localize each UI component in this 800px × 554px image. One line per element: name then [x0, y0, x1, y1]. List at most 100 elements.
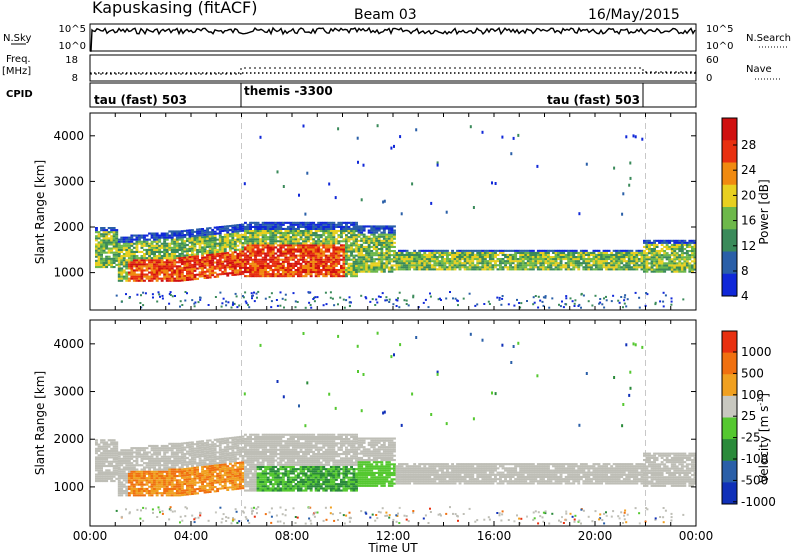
power-cell: [165, 242, 169, 245]
velocity-cell: [165, 468, 169, 471]
power-cell: [259, 234, 263, 237]
power-cell: [188, 268, 192, 271]
power-cell: [211, 272, 215, 275]
power-cell: [236, 230, 240, 233]
power-cell: [473, 249, 477, 252]
power-cell: [433, 251, 437, 254]
velocity-cell: [112, 456, 116, 459]
power-cell: [640, 264, 644, 267]
power-cell: [352, 240, 356, 243]
velocity-cell: [127, 453, 131, 456]
velocity-cell: [168, 472, 172, 475]
power-cell: [196, 251, 199, 254]
power-cell: [264, 227, 268, 230]
power-cell: [130, 269, 134, 272]
power-cell: [501, 268, 505, 271]
power-cell: [221, 238, 225, 241]
power-cell: [516, 258, 520, 261]
power-cell: [196, 238, 199, 241]
power-cell: [559, 260, 563, 263]
power-cell: [360, 268, 364, 271]
power-cell: [236, 259, 240, 262]
power-cell: [239, 236, 242, 239]
power-cell: [673, 270, 677, 273]
power-cell: [557, 264, 560, 267]
power-cell: [193, 276, 197, 279]
power-cell: [170, 234, 174, 237]
power-cell: [345, 246, 348, 249]
power-cell: [362, 250, 366, 253]
power-cell: [372, 233, 376, 236]
power-cell: [521, 264, 525, 267]
velocity-cell: [127, 494, 131, 497]
power-cell: [233, 271, 237, 274]
velocity-cell: [153, 460, 156, 463]
power-cell: [377, 260, 381, 263]
power-cell: [115, 245, 119, 248]
power-cell: [226, 256, 230, 259]
power-cell: [150, 248, 154, 251]
power-cell: [314, 232, 318, 235]
power-cell: [244, 256, 247, 259]
power-cell: [499, 266, 502, 269]
power-cell: [622, 249, 626, 252]
power-cell: [222, 297, 225, 300]
power-cell: [211, 261, 215, 264]
power-cell: [281, 273, 285, 276]
velocity-cell: [100, 467, 103, 470]
power-cell: [161, 294, 164, 297]
power-cell: [271, 269, 275, 272]
velocity-cell: [150, 477, 154, 480]
power-cell: [247, 303, 249, 306]
power-cell: [332, 260, 336, 263]
power-cell: [519, 253, 523, 256]
power-cell: [350, 254, 353, 257]
velocity-cell: [196, 445, 199, 448]
power-cell: [622, 258, 626, 261]
power-cell: [347, 240, 351, 243]
power-cell: [650, 252, 654, 255]
power-cell: [488, 251, 492, 254]
power-cell: [524, 253, 528, 256]
velocity-cell: [120, 494, 124, 497]
power-cell: [382, 245, 386, 248]
power-cell: [218, 246, 222, 249]
power-cell: [357, 248, 361, 251]
power-cell: [390, 225, 394, 228]
power-cell: [620, 262, 624, 265]
power-cell: [140, 294, 142, 297]
power-cell: [425, 258, 429, 261]
power-cell: [670, 258, 674, 261]
power-cell: [334, 230, 338, 233]
power-cell: [236, 224, 240, 227]
power-cell: [165, 263, 169, 266]
power-cell: [286, 256, 290, 259]
velocity-cell: [178, 483, 182, 486]
velocity-cell: [163, 460, 167, 463]
power-cell: [462, 297, 465, 300]
power-cell: [357, 258, 361, 261]
power-cell: [398, 306, 401, 309]
power-cell: [327, 236, 331, 239]
power-cell: [160, 271, 164, 274]
power-cell: [612, 266, 616, 269]
power-cell: [203, 246, 207, 249]
velocity-cell: [173, 483, 177, 486]
power-cell: [488, 264, 492, 267]
power-cell: [310, 306, 313, 309]
power-cell: [203, 270, 207, 273]
power-cell: [302, 256, 305, 259]
power-cell: [251, 252, 255, 255]
power-cell: [567, 251, 571, 254]
power-cell: [292, 256, 295, 259]
power-cell: [691, 268, 694, 271]
power-cell: [668, 260, 672, 263]
velocity-cell: [191, 480, 194, 483]
power-cell: [483, 258, 487, 261]
power-cell: [183, 264, 187, 267]
power-cell: [130, 240, 134, 243]
power-cell: [289, 232, 293, 235]
power-cell: [307, 266, 310, 269]
power-cell: [334, 238, 338, 241]
power-cell: [208, 264, 212, 267]
